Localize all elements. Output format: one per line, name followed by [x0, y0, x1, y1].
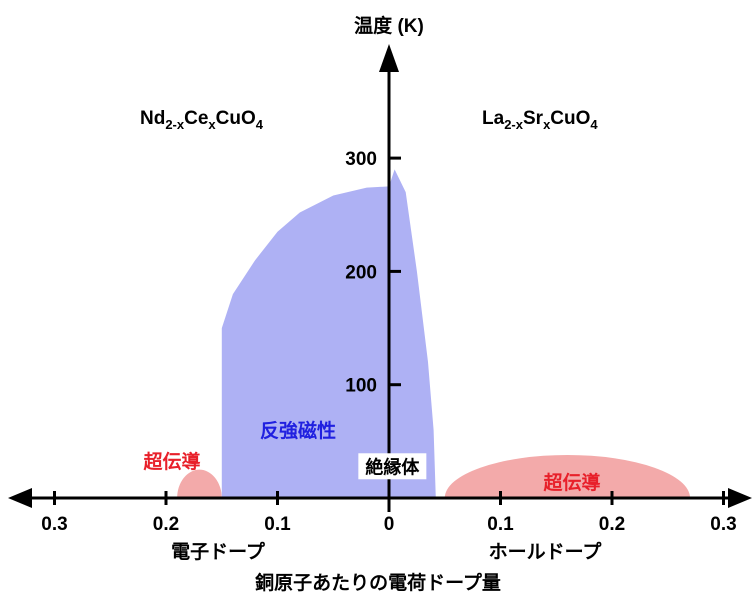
y-axis-arrow	[379, 44, 399, 72]
x-tick-label: 0.3	[41, 514, 67, 535]
insulator-label-background	[358, 453, 427, 480]
hole-doping-label: ホールドープ	[489, 540, 603, 563]
y-ticks: 100 200 300	[345, 149, 401, 397]
antiferromagnetic-region	[221, 169, 436, 498]
insulator-label: 絶縁体	[365, 456, 420, 477]
x-ticks: 0.3 0.2 0.1 0 0.1 0.2 0.3	[41, 491, 737, 535]
x-axis-title: 銅原子あたりの電荷ドープ量	[255, 571, 501, 594]
x-tick-label: 0.2	[153, 514, 179, 535]
electron-doping-label: 電子ドープ	[171, 540, 266, 563]
y-tick-label: 200	[345, 262, 377, 283]
x-axis-arrow-right	[728, 488, 752, 508]
superconducting-region-electron	[177, 469, 222, 498]
y-tick-label: 300	[345, 149, 377, 170]
y-axis-title: 温度 (K)	[354, 14, 424, 37]
x-tick-label: 0.1	[264, 514, 291, 535]
x-axis-arrow-left	[8, 488, 32, 508]
superconducting-label-electron: 超伝導	[142, 450, 200, 473]
x-tick-label: 0.2	[599, 514, 625, 535]
compound-label-left: Nd2-xCexCuO4	[140, 108, 264, 132]
x-tick-label: 0.3	[710, 514, 736, 535]
x-tick-label: 0	[384, 514, 395, 535]
y-tick-label: 100	[345, 376, 377, 397]
x-tick-label: 0.1	[487, 514, 514, 535]
antiferromagnetic-label: 反強磁性	[260, 419, 336, 442]
superconducting-region-hole	[444, 454, 691, 498]
superconducting-label-hole: 超伝導	[542, 471, 600, 494]
compound-label-right: La2-xSrxCuO4	[482, 108, 598, 132]
